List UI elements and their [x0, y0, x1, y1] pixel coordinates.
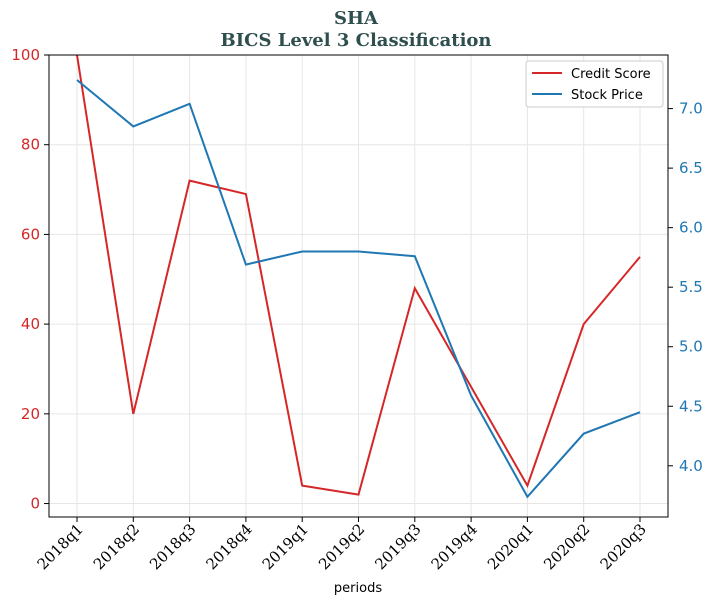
- chart-subtitle: BICS Level 3 Classification: [220, 30, 491, 51]
- legend: Credit Score Stock Price: [525, 60, 664, 108]
- right-tick-label: 5.5: [679, 278, 703, 296]
- left-tick-label: 40: [21, 315, 40, 333]
- right-tick-label: 4.0: [679, 457, 703, 475]
- legend-label: Credit Score: [571, 67, 651, 82]
- left-tick-label: 0: [30, 495, 40, 513]
- x-tick-label: 2018q3: [146, 520, 199, 573]
- right-tick-label: 7.0: [679, 100, 703, 118]
- left-tick-label: 80: [21, 136, 40, 154]
- x-tick-label: 2019q1: [259, 520, 312, 573]
- x-tick-label: 2018q4: [202, 520, 255, 573]
- grid-layer: [49, 54, 668, 517]
- left-tick-label: 60: [21, 225, 40, 243]
- x-tick-label: 2019q2: [315, 520, 368, 573]
- x-tick-label: 2019q4: [428, 520, 481, 573]
- right-tick-label: 6.0: [679, 219, 703, 237]
- chart-title: SHA: [334, 8, 379, 29]
- left-tick-label: 20: [21, 405, 40, 423]
- x-tick-label: 2020q3: [597, 520, 650, 573]
- right-axis: 4.0 4.5 5.0 5.5 6.0 6.5 7.0: [668, 100, 703, 475]
- legend-label: Stock Price: [571, 88, 643, 103]
- right-tick-label: 6.5: [679, 159, 703, 177]
- series-line-credit-score: [76, 54, 641, 496]
- left-tick-label: 100: [11, 46, 40, 64]
- series-line-stock-price: [76, 79, 641, 499]
- right-tick-label: 5.0: [679, 338, 703, 356]
- x-tick-label: 2018q2: [90, 520, 143, 573]
- x-axis-label: periods: [334, 581, 382, 596]
- x-axis: 2018q1 2018q2 2018q3 2018q4 2019q1 2019q2 2019…: [34, 517, 650, 573]
- series-layer: [76, 54, 641, 499]
- left-axis: 0 20 40 60 80 100: [11, 46, 49, 513]
- x-tick-label: 2020q2: [540, 520, 593, 573]
- x-tick-label: 2020q1: [484, 520, 537, 573]
- right-tick-label: 4.5: [679, 397, 703, 415]
- x-tick-label: 2018q1: [34, 520, 87, 573]
- x-tick-label: 2019q3: [371, 520, 424, 573]
